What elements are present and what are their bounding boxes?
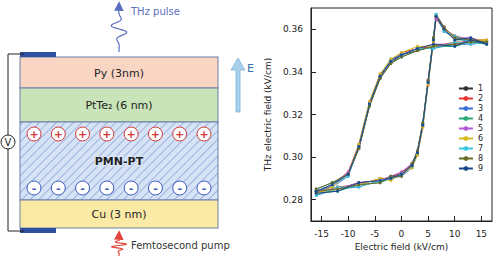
svg-text:THz pulse: THz pulse <box>130 6 180 17</box>
svg-text:0.32: 0.32 <box>283 110 303 120</box>
svg-text:Femtosecond pump: Femtosecond pump <box>131 240 230 251</box>
svg-text:10: 10 <box>449 229 461 239</box>
svg-text:0.36: 0.36 <box>283 24 303 34</box>
svg-text:Cu (3 nm): Cu (3 nm) <box>92 208 147 221</box>
svg-text:+: + <box>78 128 87 141</box>
svg-text:-: - <box>153 182 158 195</box>
svg-text:+: + <box>102 128 111 141</box>
svg-text:-: - <box>129 182 134 195</box>
svg-text:7: 7 <box>478 144 483 153</box>
svg-text:E: E <box>247 62 254 75</box>
svg-text:+: + <box>29 128 38 141</box>
svg-text:6: 6 <box>478 134 483 143</box>
svg-text:-: - <box>56 182 61 195</box>
svg-text:-: - <box>32 182 37 195</box>
svg-text:4: 4 <box>478 114 483 123</box>
svg-text:-: - <box>80 182 85 195</box>
svg-text:-: - <box>105 182 110 195</box>
svg-text:+: + <box>54 128 63 141</box>
svg-text:V: V <box>5 137 12 148</box>
svg-text:5: 5 <box>478 124 483 133</box>
svg-text:-15: -15 <box>314 229 329 239</box>
svg-text:+: + <box>175 128 184 141</box>
svg-text:3: 3 <box>478 104 483 113</box>
svg-text:0: 0 <box>399 229 405 239</box>
svg-text:0.30: 0.30 <box>283 152 303 162</box>
svg-text:Py (3nm): Py (3nm) <box>94 67 144 80</box>
svg-text:THz electric field (kV/cm): THz electric field (kV/cm) <box>263 58 273 172</box>
svg-text:+: + <box>151 128 160 141</box>
svg-text:PtTe₂ (6 nm): PtTe₂ (6 nm) <box>85 99 152 112</box>
svg-text:1: 1 <box>478 84 483 93</box>
svg-text:2: 2 <box>478 94 483 103</box>
svg-text:Electric field (kV/cm): Electric field (kV/cm) <box>355 242 449 252</box>
svg-text:0.28: 0.28 <box>283 195 303 205</box>
svg-text:-: - <box>202 182 207 195</box>
svg-text:5: 5 <box>425 229 431 239</box>
svg-text:-5: -5 <box>370 229 379 239</box>
svg-text:8: 8 <box>478 154 483 163</box>
svg-text:15: 15 <box>476 229 487 239</box>
svg-text:9: 9 <box>478 164 483 173</box>
svg-text:-10: -10 <box>341 229 356 239</box>
svg-text:-: - <box>177 182 182 195</box>
svg-text:0.34: 0.34 <box>283 67 303 77</box>
svg-text:PMN-PT: PMN-PT <box>95 155 144 168</box>
svg-text:+: + <box>199 128 208 141</box>
svg-text:+: + <box>127 128 136 141</box>
